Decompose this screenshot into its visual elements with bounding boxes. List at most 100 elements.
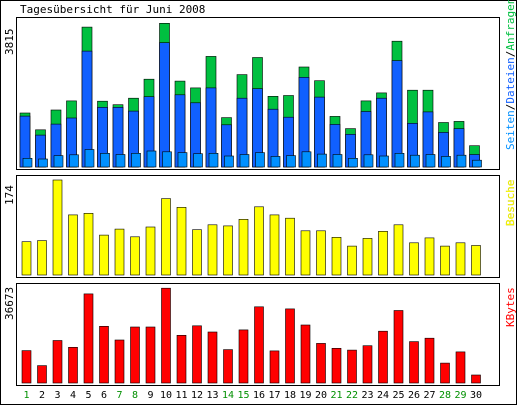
- legend-files: Dateien: [504, 57, 517, 103]
- kbytes-bar-day-17: [269, 350, 280, 384]
- day-label-18: 18: [284, 390, 296, 401]
- visits-legend: Besuche: [504, 180, 517, 226]
- day-label-30: 30: [470, 390, 482, 401]
- visits-bar-day-6: [99, 234, 109, 276]
- pages-bar-day-28: [441, 156, 451, 168]
- kbytes-bar-day-29: [455, 351, 466, 384]
- day-label-7: 7: [116, 390, 122, 401]
- kbytes-bar-day-23: [362, 345, 373, 384]
- visits-bar-day-2: [37, 240, 47, 276]
- kbytes-bar-day-12: [192, 325, 202, 384]
- visits-bar-day-16: [254, 206, 264, 276]
- visits-bar-day-14: [223, 225, 233, 276]
- pages-bar-day-30: [472, 159, 482, 168]
- day-label-28: 28: [439, 390, 451, 401]
- day-labels: 1 2 3 4 5 6 7 8 9 10 11 12 13 14 15 16 17 18 19 20 21 22 23 24 2…: [23, 390, 482, 401]
- visits-bar-day-20: [316, 230, 326, 276]
- day-label-3: 3: [54, 390, 60, 401]
- kbytes-bar-day-19: [300, 324, 311, 384]
- kbytes-bar-day-28: [440, 362, 450, 384]
- day-label-19: 19: [299, 390, 311, 401]
- kbytes-bar-day-25: [393, 310, 404, 384]
- kbytes-bar-day-11: [176, 334, 187, 384]
- day-label-9: 9: [147, 390, 153, 401]
- day-label-22: 22: [346, 390, 358, 401]
- day-label-16: 16: [253, 390, 265, 401]
- visits-bar-day-10: [161, 198, 171, 276]
- day-label-25: 25: [392, 390, 404, 401]
- day-label-5: 5: [85, 390, 91, 401]
- kbytes-bar-day-7: [114, 339, 125, 384]
- pages-bar-day-23: [363, 154, 374, 168]
- visits-bar-day-18: [285, 217, 295, 276]
- kbytes-bar-day-1: [21, 350, 32, 384]
- visits-bar-day-30: [471, 245, 481, 276]
- kbytes-bar-day-22: [347, 349, 357, 384]
- day-label-23: 23: [361, 390, 373, 401]
- hits-bars: [19, 22, 482, 168]
- pages-bar-day-12: [193, 153, 203, 168]
- visits-bar-day-19: [300, 230, 311, 276]
- hits-y-max-label: 3815: [3, 29, 16, 56]
- pages-bar-day-14: [224, 155, 234, 168]
- files-bar-day-10: [159, 42, 170, 168]
- pages-bar-day-1: [22, 158, 33, 168]
- day-label-12: 12: [191, 390, 203, 401]
- visits-bar-day-23: [362, 238, 373, 276]
- visits-bar-day-7: [114, 228, 125, 276]
- day-label-8: 8: [132, 390, 138, 401]
- pages-bar-day-8: [131, 153, 141, 168]
- legend-separator-2: /: [504, 51, 517, 58]
- day-label-6: 6: [101, 390, 107, 401]
- pages-bar-day-7: [115, 154, 126, 168]
- pages-bar-day-10: [162, 151, 172, 168]
- pages-bar-day-6: [100, 153, 110, 168]
- day-label-29: 29: [454, 390, 466, 401]
- pages-bar-day-11: [177, 152, 188, 168]
- pages-bar-day-4: [69, 154, 79, 168]
- visits-bar-day-15: [238, 219, 249, 276]
- visits-bar-day-21: [331, 237, 342, 276]
- visits-bar-day-9: [145, 226, 156, 276]
- kbytes-bar-day-4: [68, 346, 78, 384]
- legend-requests: Anfragen: [504, 0, 517, 51]
- chart-title: Tagesübersicht für Juni 2008: [20, 3, 205, 16]
- pages-bar-day-24: [379, 155, 389, 168]
- pages-bar-day-2: [38, 158, 48, 168]
- kbytes-bar-day-15: [238, 329, 249, 384]
- visits-bars: [21, 179, 481, 276]
- kbytes-bar-day-13: [207, 331, 218, 384]
- pages-bar-day-20: [317, 153, 327, 168]
- pages-bar-day-5: [84, 149, 95, 168]
- kbytes-bar-day-20: [316, 343, 326, 384]
- pages-bar-day-17: [270, 156, 281, 168]
- kbytes-bar-day-10: [161, 287, 171, 384]
- legend-separator-1: /: [504, 104, 517, 111]
- visits-bar-day-24: [378, 231, 388, 276]
- visits-bar-day-12: [192, 229, 202, 276]
- kbytes-bar-day-6: [99, 325, 109, 384]
- pages-bar-day-9: [146, 150, 157, 168]
- kbytes-bar-day-21: [331, 347, 342, 384]
- visits-bar-day-26: [409, 242, 419, 276]
- visits-bar-day-25: [393, 224, 404, 276]
- kbytes-legend: KBytes: [504, 287, 517, 327]
- visits-bar-day-27: [424, 237, 435, 276]
- kbytes-bar-day-9: [145, 326, 156, 384]
- hits-legend: Seiten/Dateien/Anfragen: [504, 0, 517, 150]
- pages-bar-day-3: [53, 155, 64, 168]
- visits-bar-day-28: [440, 245, 450, 276]
- day-label-15: 15: [237, 390, 249, 401]
- visits-bar-day-5: [83, 213, 94, 276]
- pages-bar-day-26: [410, 154, 420, 168]
- pages-bar-day-18: [286, 155, 296, 168]
- visits-bar-day-29: [455, 242, 466, 276]
- pages-bar-day-27: [425, 154, 436, 168]
- kbytes-bar-day-3: [52, 340, 63, 384]
- visits-bar-day-8: [130, 236, 140, 276]
- visits-bar-day-4: [68, 214, 78, 276]
- kbytes-y-max-label: 36673: [3, 287, 16, 320]
- kbytes-bar-day-18: [285, 308, 295, 384]
- kbytes-bar-day-5: [83, 293, 94, 384]
